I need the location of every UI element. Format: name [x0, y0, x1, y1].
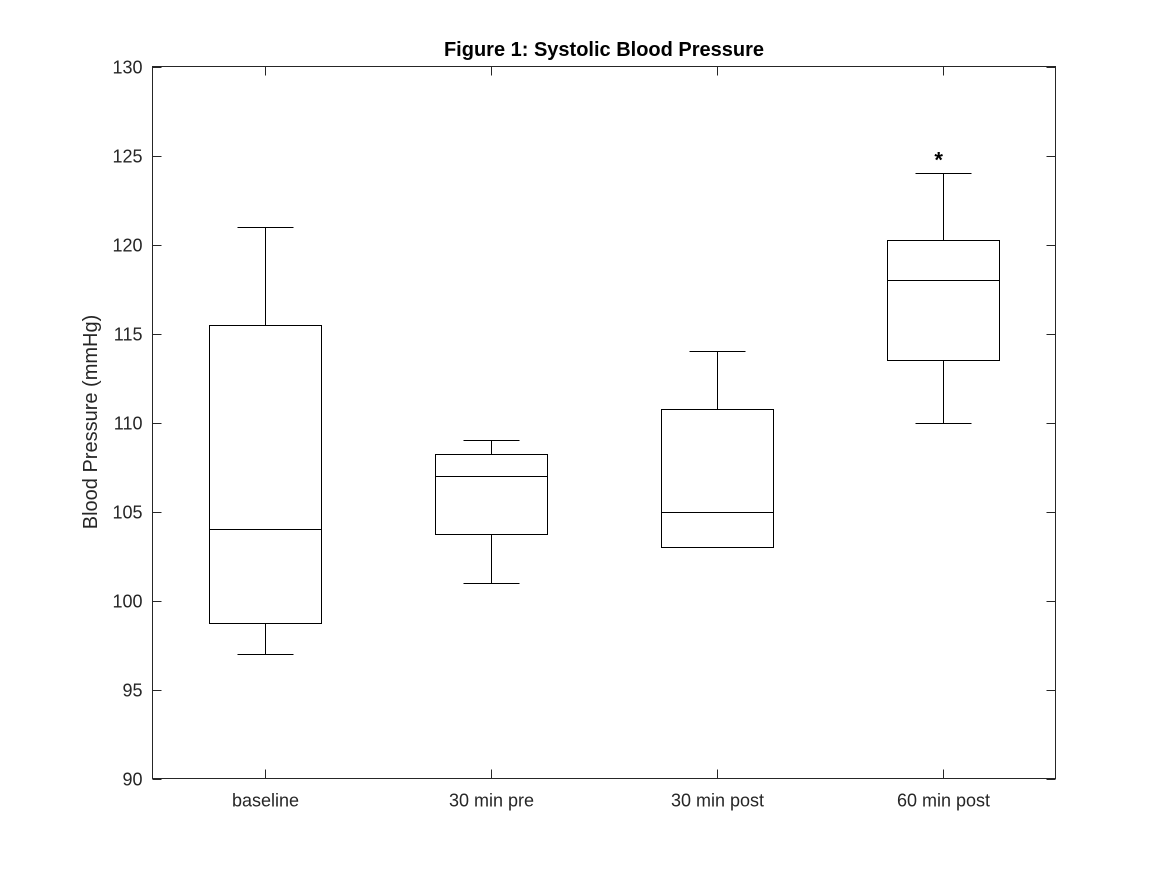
box-30-min-post — [661, 351, 774, 548]
x-tick-label: 30 min pre — [449, 791, 534, 811]
y-tick-label: 100 — [112, 592, 142, 612]
y-tick-label: 115 — [114, 325, 143, 345]
box-60-min-post — [887, 173, 1000, 424]
y-tick-label: 105 — [112, 503, 142, 523]
iqr-box — [209, 325, 322, 624]
x-tick-label: 60 min post — [897, 791, 990, 811]
y-tick-label: 125 — [112, 147, 142, 167]
y-tick-label: 90 — [122, 770, 142, 790]
iqr-box — [661, 409, 774, 548]
box-30-min-pre — [435, 440, 548, 584]
significance-marker: * — [934, 148, 943, 173]
plot-area-frame — [152, 66, 1056, 779]
iqr-box — [887, 240, 1000, 361]
chart-title: Figure 1: Systolic Blood Pressure — [444, 39, 764, 61]
y-tick-label: 120 — [112, 236, 142, 256]
iqr-box — [435, 454, 548, 535]
y-tick-label: 110 — [114, 414, 143, 434]
y-axis-label: Blood Pressure (mmHg) — [80, 315, 102, 530]
y-axis-ticks: 90 95 100 105 110 115 120 125 130 — [112, 58, 1056, 790]
annotations: * — [934, 148, 943, 173]
x-axis-ticks: baseline 30 min pre 30 min post 60 min post — [232, 66, 990, 811]
y-tick-label: 95 — [122, 681, 142, 701]
box-series — [209, 173, 1000, 655]
box-baseline — [209, 227, 322, 655]
y-tick-label: 130 — [112, 58, 142, 78]
x-tick-label: baseline — [232, 791, 299, 811]
x-tick-label: 30 min post — [671, 791, 764, 811]
